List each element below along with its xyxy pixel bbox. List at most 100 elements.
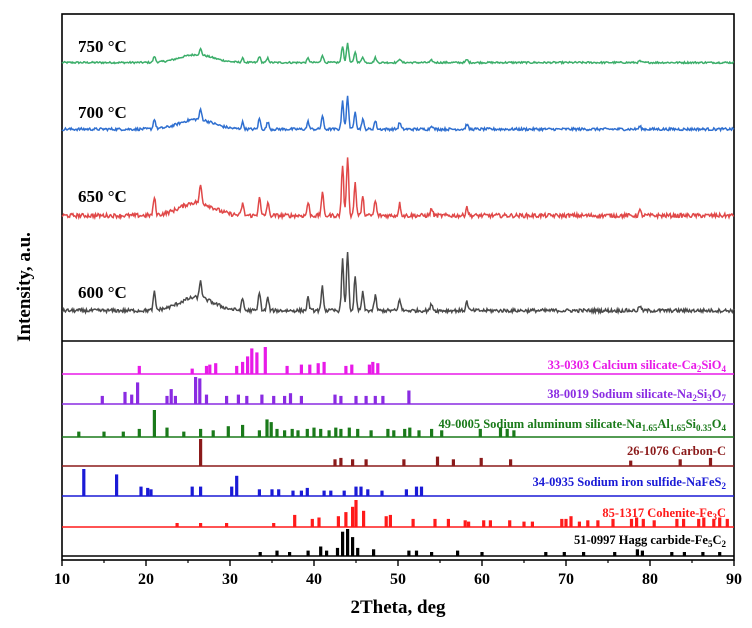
reference-stick — [190, 368, 194, 374]
reference-stick — [115, 474, 119, 496]
reference-stick — [225, 523, 229, 527]
reference-stick — [404, 489, 408, 497]
reference-stick — [562, 552, 566, 556]
reference-stick — [339, 457, 343, 466]
reference-stick — [351, 459, 355, 467]
reference-stick — [407, 550, 411, 556]
reference-stick — [230, 486, 234, 496]
reference-stick — [327, 430, 331, 438]
reference-stick — [640, 550, 644, 556]
reference-stick — [725, 518, 729, 527]
reference-stick — [522, 521, 526, 527]
reference-stick — [480, 552, 484, 556]
reference-stick — [372, 549, 376, 557]
reference-stick — [123, 391, 127, 405]
reference-stick — [263, 347, 267, 374]
reference-stick — [354, 500, 358, 527]
reference-stick — [312, 427, 316, 437]
reference-stick — [678, 459, 682, 467]
reference-stick — [317, 517, 321, 527]
reference-stick — [701, 552, 705, 556]
reference-stick — [198, 378, 202, 404]
x-tick-label: 40 — [306, 571, 322, 588]
reference-stick — [334, 427, 338, 437]
reference-stick — [241, 424, 245, 438]
reference-stick — [364, 395, 368, 404]
reference-stick — [509, 459, 513, 467]
reference-stick — [208, 364, 212, 374]
reference-stick — [333, 394, 337, 404]
reference-stick — [414, 486, 419, 496]
reference-stick — [322, 361, 326, 375]
reference-stick — [670, 552, 674, 556]
reference-stick — [544, 552, 548, 556]
reference-stick — [367, 364, 371, 374]
reference-stick — [136, 382, 140, 404]
reference-stick — [199, 439, 203, 466]
reference-stick — [290, 428, 294, 437]
reference-stick — [175, 523, 179, 527]
reference-stick — [530, 521, 534, 527]
reference-stick — [149, 489, 153, 497]
reference-stick — [675, 518, 679, 527]
reference-label: 38-0019 Sodium silicate-Na2Si3O7 — [547, 387, 726, 403]
reference-stick — [346, 529, 350, 556]
reference-stick — [408, 427, 412, 437]
x-tick-label: 60 — [474, 571, 490, 588]
reference-stick — [305, 487, 309, 496]
reference-stick — [417, 430, 421, 438]
reference-stick — [325, 550, 329, 556]
reference-stick — [283, 395, 287, 404]
reference-stick — [577, 521, 581, 527]
reference-stick — [275, 428, 279, 437]
reference-label: 26-1076 Carbon-C — [627, 444, 726, 458]
reference-stick — [613, 552, 617, 556]
reference-stick — [139, 486, 143, 496]
reference-stick — [322, 490, 326, 496]
reference-stick — [708, 457, 713, 466]
reference-stick — [354, 395, 358, 404]
reference-stick — [635, 517, 639, 527]
reference-stick — [308, 364, 312, 374]
reference-stick — [121, 431, 125, 437]
x-tick-label: 10 — [54, 571, 70, 588]
reference-stick — [199, 428, 203, 437]
reference-stick — [388, 514, 392, 528]
reference-label: 33-0303 Calcium silicate-Ca2SiO4 — [548, 358, 727, 374]
reference-stick — [366, 489, 370, 497]
reference-stick — [265, 419, 269, 437]
reference-stick — [199, 486, 203, 496]
reference-stick — [299, 490, 303, 496]
reference-stick — [137, 428, 141, 437]
reference-stick — [596, 520, 600, 528]
reference-label: 49-0005 Sodium aluminum silicate-Na1.65A… — [438, 417, 726, 433]
reference-stick — [440, 430, 444, 438]
reference-stick — [411, 518, 415, 527]
y-axis-label: Intensity, a.u. — [14, 232, 35, 342]
reference-stick — [277, 489, 281, 497]
reference-stick — [335, 547, 340, 556]
reference-stick — [288, 552, 292, 556]
reference-label: 34-0935 Sodium iron sulfide-NaFeS2 — [532, 475, 726, 491]
reference-stick — [354, 486, 358, 496]
reference-stick — [512, 430, 516, 438]
reference-stick — [702, 517, 706, 527]
reference-stick — [433, 518, 437, 527]
series-label: 750 °C — [78, 37, 127, 56]
series-label: 600 °C — [78, 283, 127, 302]
reference-stick — [371, 361, 375, 375]
reference-stick — [100, 395, 104, 404]
pattern-line — [61, 95, 735, 133]
reference-stick — [250, 348, 254, 374]
x-tick-label: 50 — [390, 571, 406, 588]
reference-stick — [407, 390, 411, 404]
reference-stick — [435, 456, 440, 466]
reference-stick — [275, 550, 279, 556]
reference-stick — [380, 490, 384, 496]
series-label: 700 °C — [78, 103, 127, 122]
x-tick-label: 80 — [642, 571, 658, 588]
reference-stick — [257, 430, 261, 438]
reference-stick — [718, 552, 722, 556]
reference-stick — [137, 365, 141, 374]
